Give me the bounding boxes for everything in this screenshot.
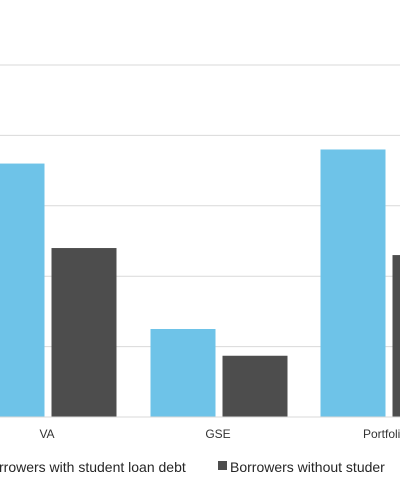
legend-swatch-without-debt [218,461,227,470]
bar-series2-va [51,248,117,417]
bar-series1-gse [150,329,216,417]
bar-series1-va [0,163,45,417]
legend-label-without-debt: Borrowers without studer [230,459,385,475]
bar-series2-gse [222,355,288,417]
x-tick-label-0: VA [39,427,54,441]
x-tick-label-2: Portfolio l [363,427,400,441]
bars [0,149,400,418]
x-tick-label-1: GSE [205,427,230,441]
bar-series1-portfolio-l [320,149,386,418]
legend: rrowers with student loan debt Borrowers… [0,459,385,475]
bar-series2-portfolio-l [392,255,400,417]
legend-label-with-debt: rrowers with student loan debt [0,459,186,475]
x-tick-labels: VA GSE Portfolio l [39,427,400,441]
